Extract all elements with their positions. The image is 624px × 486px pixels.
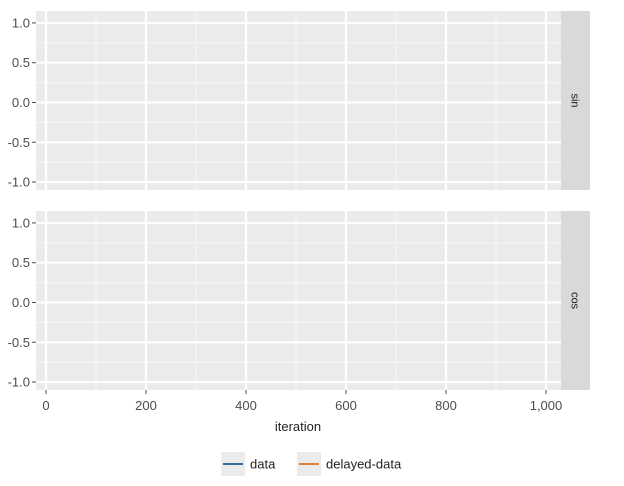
x-tick-label: 400 bbox=[235, 398, 257, 413]
facet-panel-sin: -1.0 -0.5 0.0 0.5 1.0 sin bbox=[8, 11, 590, 190]
y-tick-label: -0.5 bbox=[8, 335, 30, 350]
panel-background bbox=[36, 11, 561, 190]
facet-strip bbox=[561, 11, 590, 190]
facet-strip-label: sin bbox=[569, 93, 581, 107]
legend-item-delayed-data: delayed-data bbox=[297, 452, 402, 476]
y-tick-label: -1.0 bbox=[8, 175, 30, 190]
x-tick-label: 0 bbox=[42, 398, 49, 413]
y-tick-label: 0.0 bbox=[12, 95, 30, 110]
legend: data delayed-data bbox=[221, 452, 402, 476]
y-tick-label: -1.0 bbox=[8, 375, 30, 390]
y-tick-label: 0.5 bbox=[12, 255, 30, 270]
panels: -1.0 -0.5 0.0 0.5 1.0 sin -1.0 -0.5 0.0 0.5 1.0 cos bbox=[8, 11, 590, 390]
y-tick-label: 0.0 bbox=[12, 295, 30, 310]
x-tick-label: 600 bbox=[335, 398, 357, 413]
legend-label: delayed-data bbox=[326, 457, 402, 472]
y-tick-label: 0.5 bbox=[12, 55, 30, 70]
y-tick-label: 1.0 bbox=[12, 215, 30, 230]
x-tick-label: 800 bbox=[435, 398, 457, 413]
panel-background bbox=[36, 211, 561, 390]
x-tick-label: 1,000 bbox=[530, 398, 563, 413]
legend-item-data: data bbox=[221, 452, 276, 476]
facet-strip bbox=[561, 211, 590, 390]
facet-panel-cos: -1.0 -0.5 0.0 0.5 1.0 cos bbox=[8, 211, 590, 390]
x-tick-label: 200 bbox=[135, 398, 157, 413]
x-axis-title: iteration bbox=[275, 419, 321, 434]
legend-label: data bbox=[250, 457, 276, 472]
facet-strip-label: cos bbox=[569, 292, 581, 310]
x-axis: 0 200 400 600 800 1,000 bbox=[42, 390, 562, 413]
y-tick-label: 1.0 bbox=[12, 15, 30, 30]
y-tick-label: -0.5 bbox=[8, 135, 30, 150]
